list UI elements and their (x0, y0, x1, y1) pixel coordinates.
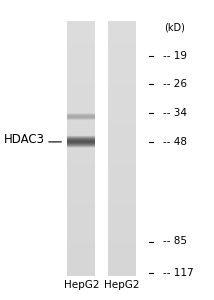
Text: (kD): (kD) (164, 22, 185, 32)
Text: -- 26: -- 26 (163, 79, 187, 89)
Text: -- 117: -- 117 (163, 268, 193, 278)
Bar (67, 21, 95, 276)
Text: -- 85: -- 85 (163, 236, 187, 247)
Text: HDAC3: HDAC3 (4, 133, 45, 146)
Text: HepG2: HepG2 (104, 280, 140, 290)
Text: -- 48: -- 48 (163, 137, 187, 147)
Text: -- 19: -- 19 (163, 50, 187, 61)
Bar (108, 21, 136, 276)
Text: -- 34: -- 34 (163, 107, 187, 118)
Text: HepG2: HepG2 (64, 280, 99, 290)
